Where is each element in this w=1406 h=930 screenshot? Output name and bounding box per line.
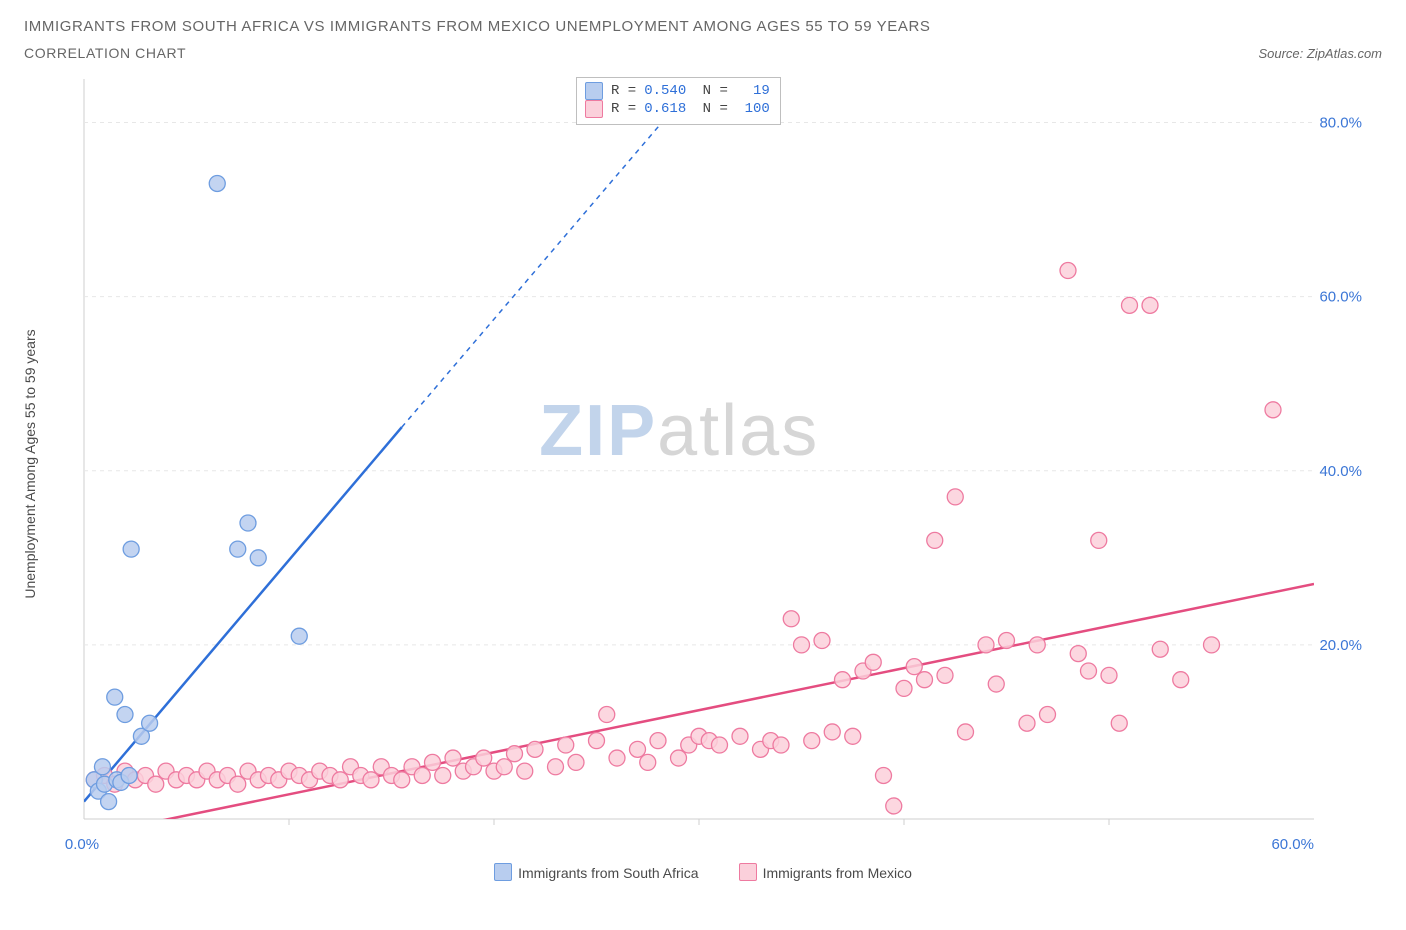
series-b-swatch bbox=[585, 100, 603, 118]
legend: Immigrants from South Africa Immigrants … bbox=[24, 863, 1382, 881]
stats-r-value-a: 0.540 bbox=[644, 83, 686, 99]
legend-item-a: Immigrants from South Africa bbox=[494, 863, 699, 881]
legend-swatch-a bbox=[494, 863, 512, 881]
source-label: Source: ZipAtlas.com bbox=[1258, 46, 1382, 61]
svg-text:0.0%: 0.0% bbox=[65, 836, 99, 853]
y-axis-label: Unemployment Among Ages 55 to 59 years bbox=[22, 329, 38, 598]
stats-n-label: N = bbox=[694, 101, 728, 117]
stats-r-label: R = bbox=[611, 101, 636, 117]
chart-container: Unemployment Among Ages 55 to 59 years 2… bbox=[24, 69, 1382, 859]
svg-text:80.0%: 80.0% bbox=[1319, 115, 1362, 132]
legend-swatch-b bbox=[739, 863, 757, 881]
legend-label-b: Immigrants from Mexico bbox=[763, 865, 912, 881]
series-a-swatch bbox=[585, 82, 603, 100]
chart-title-line2: CORRELATION CHART bbox=[24, 45, 186, 61]
svg-text:20.0%: 20.0% bbox=[1319, 637, 1362, 654]
stats-n-value-a: 19 bbox=[736, 83, 770, 99]
correlation-stats-box: R = 0.540 N = 19 R = 0.618 N = 100 bbox=[576, 77, 781, 125]
chart-title-line1: IMMIGRANTS FROM SOUTH AFRICA VS IMMIGRAN… bbox=[24, 18, 1382, 35]
scatter-chart: 20.0% 40.0% 60.0% 80.0% 0.0% 60.0% bbox=[24, 69, 1374, 859]
svg-text:60.0%: 60.0% bbox=[1319, 289, 1362, 306]
stats-row-series-b: R = 0.618 N = 100 bbox=[585, 100, 770, 118]
svg-text:60.0%: 60.0% bbox=[1271, 836, 1314, 853]
stats-r-value-b: 0.618 bbox=[644, 101, 686, 117]
stats-n-label: N = bbox=[694, 83, 728, 99]
stats-n-value-b: 100 bbox=[736, 101, 770, 117]
svg-text:40.0%: 40.0% bbox=[1319, 463, 1362, 480]
stats-row-series-a: R = 0.540 N = 19 bbox=[585, 82, 770, 100]
legend-label-a: Immigrants from South Africa bbox=[518, 865, 699, 881]
stats-r-label: R = bbox=[611, 83, 636, 99]
legend-item-b: Immigrants from Mexico bbox=[739, 863, 912, 881]
